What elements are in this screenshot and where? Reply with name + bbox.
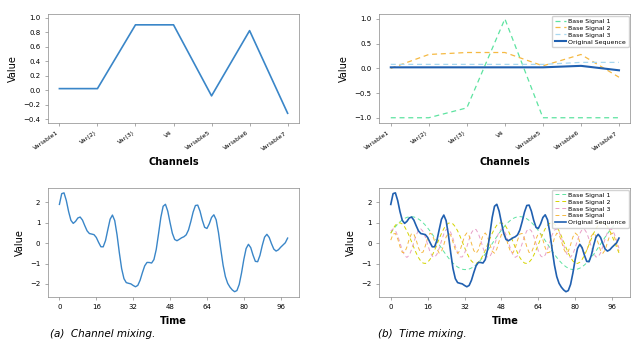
Base Signal 3: [463, 62, 470, 66]
X-axis label: Channels: Channels: [479, 157, 530, 167]
X-axis label: Time: Time: [160, 316, 187, 326]
Base Signal 2: [387, 66, 395, 70]
Y-axis label: Value: Value: [15, 229, 24, 256]
Base Signal: [599, 251, 607, 255]
Base Signal 3: [608, 228, 616, 232]
Base Signal: [431, 239, 438, 243]
Base Signal 1: [440, 250, 447, 254]
Base Signal 2: [387, 231, 395, 236]
Base Signal 3: [615, 60, 623, 65]
Base Signal 3: [602, 237, 609, 241]
Base Signal 3: [507, 247, 515, 251]
Base Signal 3: [425, 62, 433, 66]
Base Signal: [525, 250, 533, 254]
Base Signal 3: [387, 229, 395, 233]
Original Sequence: [602, 247, 609, 251]
Base Signal 1: [387, 116, 395, 120]
Y-axis label: Value: Value: [8, 55, 18, 82]
Base Signal 1: [577, 116, 585, 120]
Original Sequence: [433, 238, 441, 243]
Original Sequence: [501, 65, 509, 69]
Original Sequence: [425, 65, 433, 69]
Base Signal 2: [422, 261, 429, 266]
Base Signal: [440, 243, 447, 247]
Line: Base Signal 2: Base Signal 2: [391, 223, 619, 263]
Original Sequence: [525, 203, 533, 207]
Base Signal 3: [442, 228, 450, 232]
Base Signal 2: [527, 257, 535, 261]
X-axis label: Time: Time: [492, 316, 518, 326]
Base Signal 1: [507, 218, 515, 222]
Original Sequence: [539, 65, 547, 69]
Base Signal 1: [539, 116, 547, 120]
Base Signal: [608, 231, 616, 235]
Base Signal 3: [525, 227, 533, 231]
Base Signal 2: [539, 64, 547, 68]
Base Signal 1: [463, 106, 470, 110]
Base Signal 1: [608, 225, 616, 230]
Original Sequence: [387, 202, 395, 207]
Text: (a)  Channel mixing.: (a) Channel mixing.: [50, 329, 155, 339]
Original Sequence: [392, 191, 399, 195]
Line: Base Signal 1: Base Signal 1: [391, 217, 619, 269]
X-axis label: Channels: Channels: [148, 157, 199, 167]
Line: Base Signal 2: Base Signal 2: [391, 52, 619, 77]
Base Signal 2: [615, 75, 623, 79]
Base Signal 1: [602, 235, 609, 239]
Base Signal 2: [463, 50, 470, 54]
Base Signal: [387, 238, 395, 242]
Original Sequence: [463, 65, 470, 69]
Base Signal 3: [527, 229, 535, 233]
Original Sequence: [507, 237, 515, 242]
Line: Base Signal 3: Base Signal 3: [391, 62, 619, 64]
Base Signal 3: [403, 255, 411, 260]
Base Signal: [602, 248, 609, 252]
Line: Original Sequence: Original Sequence: [391, 66, 619, 70]
Base Signal 1: [425, 116, 433, 120]
Base Signal 1: [461, 267, 468, 272]
Original Sequence: [562, 290, 570, 294]
Base Signal 1: [501, 17, 509, 21]
Line: Base Signal 1: Base Signal 1: [391, 19, 619, 118]
Line: Original Sequence: Original Sequence: [391, 193, 619, 292]
Base Signal 2: [615, 251, 623, 255]
Original Sequence: [577, 64, 585, 68]
Original Sequence: [615, 68, 623, 72]
Base Signal 2: [433, 243, 441, 247]
Legend: Base Signal 1, Base Signal 2, Base Signal 3, Base Signal, Original Sequence: Base Signal 1, Base Signal 2, Base Signa…: [552, 190, 628, 228]
Original Sequence: [387, 65, 395, 69]
Base Signal 3: [433, 252, 441, 257]
Base Signal 1: [527, 220, 535, 224]
Text: (b)  Time mixing.: (b) Time mixing.: [378, 329, 467, 339]
Base Signal 1: [615, 116, 623, 120]
Base Signal 2: [447, 221, 454, 225]
Base Signal 2: [577, 52, 585, 57]
Line: Base Signal: Base Signal: [391, 233, 619, 253]
Original Sequence: [608, 245, 616, 249]
Base Signal: [615, 249, 623, 253]
Base Signal 2: [602, 222, 609, 226]
Base Signal 1: [615, 218, 623, 223]
Original Sequence: [615, 236, 623, 240]
Base Signal 2: [608, 234, 616, 238]
Base Signal 3: [387, 62, 395, 66]
Base Signal: [507, 250, 515, 254]
Base Signal 3: [539, 62, 547, 66]
Base Signal 3: [501, 62, 509, 66]
Base Signal 1: [431, 236, 438, 240]
Legend: Base Signal 1, Base Signal 2, Base Signal 3, Original Sequence: Base Signal 1, Base Signal 2, Base Signa…: [552, 16, 628, 47]
Base Signal 3: [577, 60, 585, 65]
Base Signal 3: [615, 246, 623, 250]
Base Signal 2: [509, 239, 516, 244]
Y-axis label: Value: Value: [339, 55, 349, 82]
Y-axis label: Value: Value: [346, 229, 356, 256]
Base Signal: [463, 231, 470, 235]
Base Signal 1: [387, 231, 395, 235]
Base Signal 2: [425, 52, 433, 57]
Line: Base Signal 3: Base Signal 3: [391, 229, 619, 258]
Original Sequence: [442, 218, 450, 223]
Base Signal 2: [501, 50, 509, 54]
Base Signal 1: [516, 215, 524, 219]
Base Signal 2: [442, 223, 450, 227]
